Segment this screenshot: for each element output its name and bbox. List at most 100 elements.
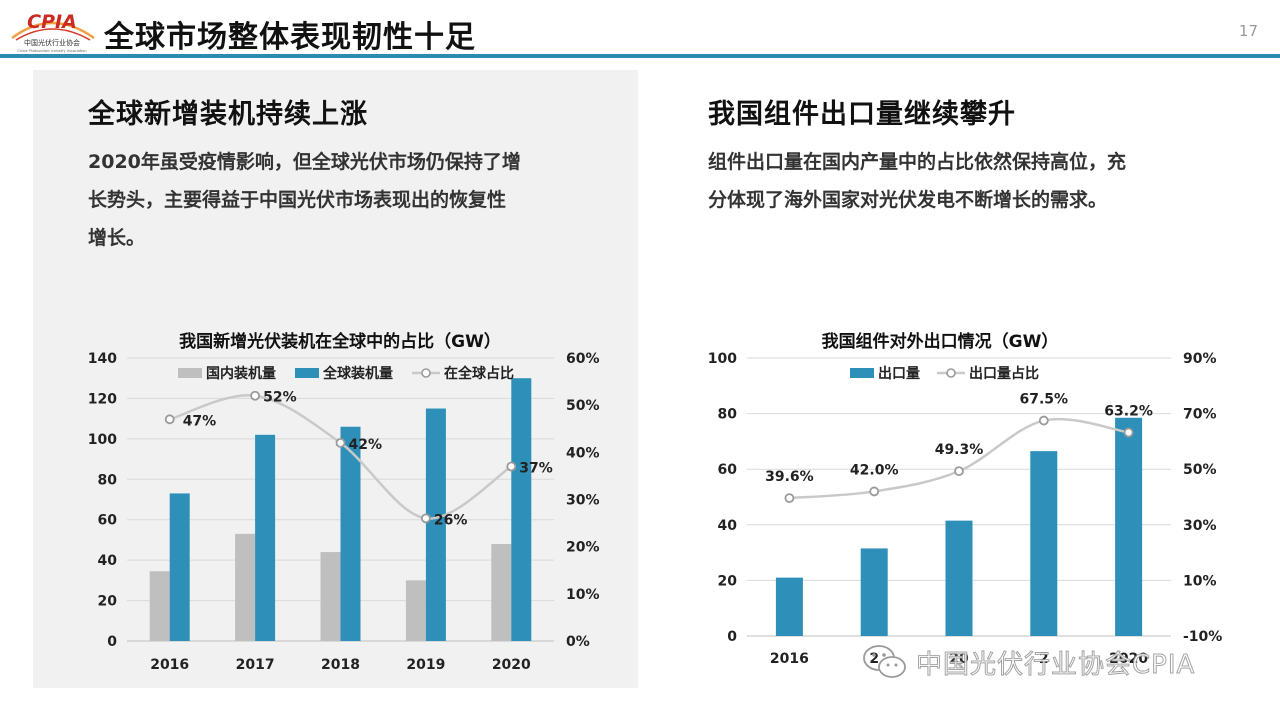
left-body-line: 增长。 (88, 227, 146, 249)
x-tick-label: 2019 (406, 657, 445, 673)
bar-b (169, 493, 190, 641)
data-label: 26% (434, 512, 468, 528)
x-tick-label: 2020 (1109, 651, 1148, 667)
data-label: 63.2% (1104, 404, 1153, 420)
left-body: 2020年虽受疫情影响，但全球光伏市场仍保持了增 长势头，主要得益于中国光伏市场… (88, 143, 628, 257)
y-left-tick-label: 100 (88, 432, 117, 448)
chart1-title: 我国新增光伏装机在全球中的占比（GW） (179, 332, 501, 352)
ratio-point (506, 461, 517, 472)
module-export-chart: 0 20 40 60 80 100 -10% 10% 30% 50% 70% 90% 2016 2 20 2 2… (708, 351, 1223, 667)
bar-b (255, 434, 276, 641)
bar-a (235, 533, 256, 641)
header-divider (0, 54, 1280, 58)
legend-swatch (295, 368, 319, 378)
left-heading: 全球新增装机持续上涨 (88, 99, 368, 130)
y-right-tick-label: -10% (1183, 629, 1222, 645)
bar-b (425, 408, 446, 641)
legend-swatch (178, 368, 202, 378)
right-body-line: 组件出口量在国内产量中的占比依然保持高位，充 (708, 151, 1127, 173)
header: CPIA 中国光伏行业协会 China Photovoltaic Industr… (0, 0, 1280, 62)
ratio-point (250, 390, 261, 401)
bar-a (775, 577, 803, 636)
y-right-tick-label: 20% (566, 540, 600, 556)
y-left-tick-label: 40 (718, 518, 738, 534)
bar-a (491, 543, 512, 641)
legend-label: 在全球占比 (444, 365, 514, 382)
x-tick-label: 2 (1039, 651, 1049, 667)
bar-a (1030, 451, 1058, 636)
data-label: 39.6% (765, 469, 814, 485)
data-label: 47% (183, 413, 217, 429)
y-left-tick-label: 80 (718, 407, 738, 423)
ratio-point (164, 414, 175, 425)
logo-tagline: China Photovoltaic Industry Association (17, 49, 86, 53)
y-right-tick-label: 60% (566, 351, 600, 367)
ratio-point (869, 486, 880, 497)
legend-label: 全球装机量 (322, 365, 393, 382)
y-left-tick-label: 100 (708, 351, 737, 367)
cpia-logo: CPIA 中国光伏行业协会 China Photovoltaic Industr… (6, 6, 98, 56)
chart2-title: 我国组件对外出口情况（GW） (821, 332, 1059, 352)
y-right-tick-label: 30% (1183, 518, 1217, 534)
y-left-tick-label: 60 (98, 513, 118, 529)
y-right-tick-label: 90% (1183, 351, 1217, 367)
watermark: 中国光伏行业协会CPIA (862, 642, 1195, 682)
y-right-tick-label: 30% (566, 493, 600, 509)
ratio-point (954, 466, 964, 477)
wechat-icon (863, 645, 906, 678)
legend-marker (421, 368, 431, 378)
bar-a (1115, 417, 1143, 636)
data-label: 52% (263, 390, 297, 406)
y-left-tick-label: 60 (718, 462, 738, 478)
x-tick-label: 2 (869, 651, 879, 667)
page-title: 全球市场整体表现韧性十足 (104, 20, 476, 55)
bar-a (149, 571, 170, 641)
y-right-tick-label: 40% (566, 445, 600, 461)
bar-a (320, 552, 341, 641)
y-right-tick-label: 50% (566, 398, 600, 414)
y-left-tick-label: 80 (98, 472, 118, 488)
x-tick-label: 20 (949, 651, 969, 667)
y-right-tick-label: 10% (566, 587, 600, 603)
y-left-tick-label: 0 (727, 629, 737, 645)
ratio-point (335, 437, 346, 448)
legend-label: 出口量占比 (969, 365, 1039, 382)
global-installation-chart: 0 20 40 60 80 100 120 140 0% 10% 20% 30% 40% 50% 60% 20… (88, 351, 600, 673)
data-label: 37% (519, 460, 553, 476)
y-left-tick-label: 120 (88, 391, 117, 407)
y-right-tick-label: 0% (566, 634, 590, 650)
ratio-point (420, 513, 431, 524)
bar-a (945, 520, 973, 636)
bar-b (511, 378, 532, 641)
y-right-tick-label: 50% (1183, 462, 1217, 478)
bar-a (860, 548, 888, 636)
right-heading: 我国组件出口量继续攀升 (708, 99, 1016, 130)
y-left-tick-label: 140 (88, 351, 117, 367)
bar-b (340, 426, 361, 641)
page-number: 17 (1238, 22, 1258, 40)
y-right-tick-label: 10% (1183, 573, 1217, 589)
y-left-tick-label: 20 (98, 594, 118, 610)
logo-subtext: 中国光伏行业协会 (24, 38, 80, 47)
legend-label: 出口量 (878, 365, 920, 382)
data-label: 67.5% (1020, 392, 1069, 408)
x-tick-label: 2016 (770, 651, 809, 667)
x-tick-label: 2018 (321, 657, 360, 673)
y-left-tick-label: 0 (107, 634, 117, 650)
bar-a (405, 580, 426, 641)
y-left-tick-label: 40 (98, 553, 118, 569)
logo-text: CPIA (27, 11, 77, 33)
x-tick-label: 2020 (492, 657, 531, 673)
ratio-line (789, 417, 1129, 500)
data-label: 42% (349, 437, 383, 453)
data-label: 42.0% (850, 462, 899, 478)
left-body-line: 长势头，主要得益于中国光伏市场表现出的恢复性 (88, 189, 507, 211)
legend-marker (946, 368, 956, 378)
right-body-line: 分体现了海外国家对光伏发电不断增长的需求。 (708, 189, 1108, 211)
y-left-tick-label: 20 (718, 573, 738, 589)
ratio-point (1038, 415, 1049, 426)
legend-label: 国内装机量 (206, 365, 276, 382)
legend-swatch (850, 368, 874, 378)
x-tick-label: 2016 (150, 657, 189, 673)
watermark-text: 中国光伏行业协会CPIA (915, 649, 1196, 680)
